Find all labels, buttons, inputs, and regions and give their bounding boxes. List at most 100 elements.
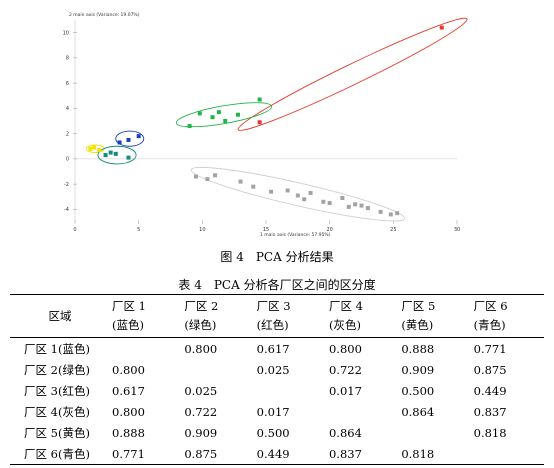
data-point <box>302 197 307 202</box>
table-cell <box>471 443 544 465</box>
table-caption: 表 4 PCA 分析各厂区之间的区分度 <box>178 278 376 292</box>
table-cell: 0.017 <box>328 383 362 398</box>
table-cell: 0.875 <box>473 362 507 377</box>
data-point <box>113 151 118 156</box>
column-header: 厂区 4 (灰色) <box>326 294 400 338</box>
table-cell: 0.864 <box>401 404 435 419</box>
y-tick-label: 10 <box>63 30 69 36</box>
cluster-ellipse <box>237 17 468 131</box>
data-point <box>126 137 131 142</box>
table-cell <box>399 422 471 443</box>
table-row: 厂区 6(青色) 0.771 0.875 0.449 0.837 0.818 <box>10 443 544 465</box>
data-point <box>223 119 228 123</box>
row-label: 厂区 3(红色) <box>24 383 90 398</box>
table-cell: 0.449 <box>473 383 507 398</box>
column-color: (红色) <box>256 318 289 332</box>
table-cell: 0.888 <box>401 341 435 356</box>
row-label: 厂区 6(青色) <box>10 443 110 465</box>
column-color: (绿色) <box>184 318 217 332</box>
x-tick-label: 30 <box>454 227 460 233</box>
column-header: 厂区 3 (红色) <box>254 294 327 338</box>
data-point <box>238 179 243 184</box>
column-name: 厂区 4 <box>328 299 363 313</box>
data-point <box>257 120 262 125</box>
data-point <box>439 25 444 30</box>
table-cell: 0.722 <box>328 362 362 377</box>
y-tick-label: 6 <box>66 81 69 87</box>
table-cell: 0.837 <box>326 443 400 465</box>
table-row: 厂区 3(红色) 0.617 0.025 0.017 0.500 0.449 <box>10 380 544 401</box>
cluster-ellipse <box>175 102 273 128</box>
column-name: 厂区 2 <box>184 299 219 313</box>
region-header: 区域 <box>10 294 110 338</box>
y-tick-label: -4 <box>64 207 69 213</box>
data-point <box>108 150 113 155</box>
data-point <box>257 97 262 102</box>
y-axis-label: 2 main axis (Variance: 19.07%) <box>69 12 140 18</box>
data-point <box>365 206 370 211</box>
cluster-ellipses <box>86 17 468 222</box>
column-header: 厂区 6 (青色) <box>471 294 544 338</box>
table-cell: 0.909 <box>184 425 218 440</box>
data-point <box>295 193 300 198</box>
table-cell <box>255 380 327 401</box>
table-cell: 0.617 <box>256 341 290 356</box>
y-tick-label: 4 <box>66 106 69 112</box>
figure-caption: 图 4 PCA 分析结果 <box>220 250 334 264</box>
data-point <box>197 111 202 116</box>
row-label: 厂区 4(灰色) <box>24 404 90 419</box>
column-name: 厂区 1 <box>112 299 146 313</box>
data-point <box>136 134 141 139</box>
table-cell: 0.025 <box>184 383 218 398</box>
table-cell <box>182 359 254 380</box>
data-point <box>88 146 93 151</box>
row-label: 厂区 5(黄色) <box>24 425 90 440</box>
y-tick-label: 8 <box>66 56 69 62</box>
table-cell: 0.909 <box>401 362 435 377</box>
data-point <box>327 201 332 206</box>
table-cell: 0.888 <box>112 425 145 440</box>
x-tick-label: 25 <box>390 227 396 233</box>
data-point <box>378 209 383 214</box>
table-cell: 0.617 <box>112 383 145 398</box>
table-cell: 0.449 <box>254 443 327 465</box>
column-name: 厂区 3 <box>256 299 291 313</box>
data-point <box>346 204 351 209</box>
y-tick-label: -2 <box>64 182 69 188</box>
table-cell: 0.800 <box>184 341 218 356</box>
column-name: 厂区 6 <box>473 299 508 313</box>
x-axis-label: 1 main axis (Variance: 57.95%) <box>260 232 331 238</box>
x-tick-label: 15 <box>263 227 269 233</box>
y-tick-label: 0 <box>66 157 69 163</box>
data-point <box>251 184 256 189</box>
plot-axes: 0 5 10 15 20 25 30 -4 -2 0 2 4 6 8 10 <box>63 20 460 233</box>
table-cell: 0.818 <box>399 443 472 465</box>
x-tick-label: 0 <box>73 227 76 233</box>
data-points <box>88 25 444 217</box>
table-row: 厂区 2(绿色) 0.800 0.025 0.722 0.909 0.875 <box>10 359 544 380</box>
data-point <box>388 212 393 217</box>
table-cell: 0.875 <box>182 443 255 465</box>
table-cell: 0.800 <box>112 362 145 377</box>
column-color: (蓝色) <box>112 318 144 332</box>
column-header: 厂区 2 (绿色) <box>182 294 255 338</box>
table-cell: 0.800 <box>112 404 145 419</box>
table-cell: 0.722 <box>184 404 218 419</box>
table-row: 厂区 5(黄色) 0.888 0.909 0.500 0.864 0.818 <box>10 422 544 443</box>
pca-scatter-plot: 0 5 10 15 20 25 30 -4 -2 0 2 4 6 8 10 2 main axis (Var… <box>63 12 468 238</box>
table-cell <box>110 338 182 360</box>
table-cell: 0.800 <box>328 341 362 356</box>
data-point <box>321 199 326 204</box>
column-color: (黄色) <box>401 318 434 332</box>
column-color: (灰色) <box>328 318 361 332</box>
table-cell: 0.500 <box>256 425 290 440</box>
table-cell: 0.837 <box>473 404 507 419</box>
data-point <box>340 196 345 201</box>
data-point <box>210 115 215 120</box>
discrimination-table: 区域 厂区 1 (蓝色) 厂区 2 (绿色) 厂区 3 (红色) 厂区 4 (灰色) 厂… <box>10 294 544 465</box>
x-tick-label: 10 <box>199 227 205 233</box>
data-point <box>97 148 102 153</box>
column-name: 厂区 5 <box>401 299 436 313</box>
data-point <box>205 177 210 182</box>
data-point <box>92 145 97 150</box>
